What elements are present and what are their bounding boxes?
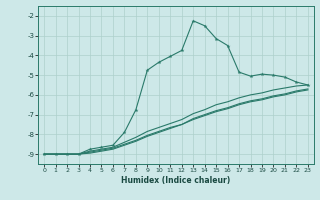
X-axis label: Humidex (Indice chaleur): Humidex (Indice chaleur) xyxy=(121,176,231,185)
